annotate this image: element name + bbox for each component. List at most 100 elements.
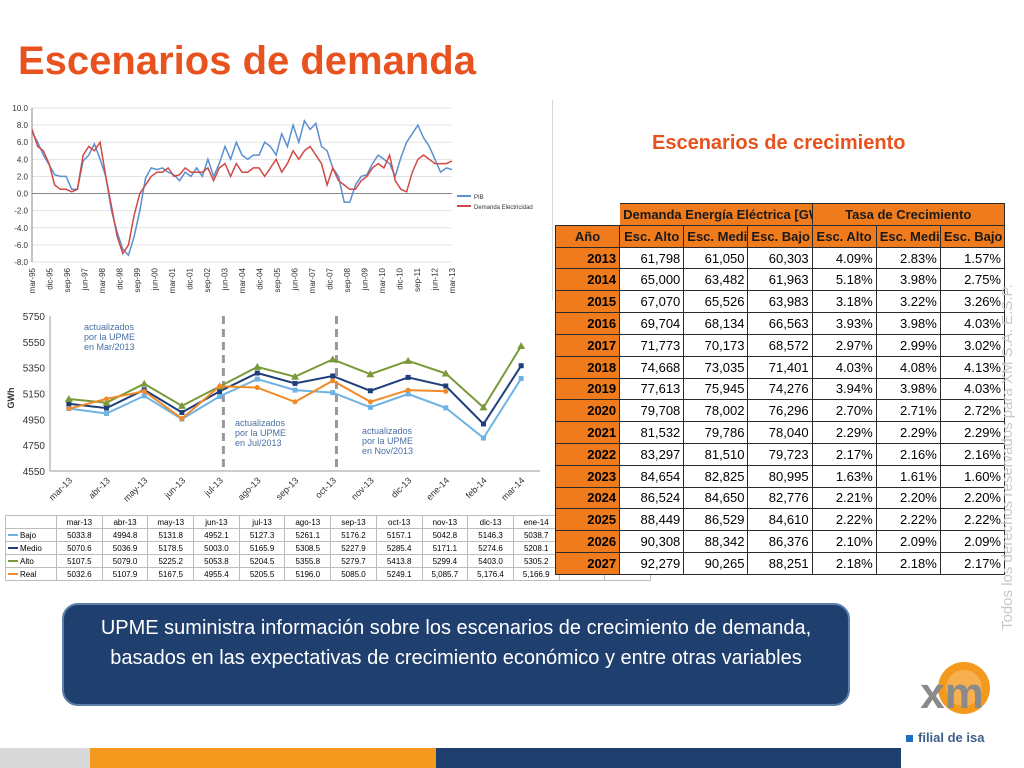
table-cell: 79,723 — [747, 442, 813, 466]
x-tick-label: mar-10 — [378, 267, 387, 293]
table-cell: 76,296 — [747, 399, 813, 423]
annotation-text: por la UPME — [84, 332, 135, 342]
table-cell: 2.18% — [875, 552, 941, 575]
table-row: Medio 5070.6 5036.9 5178.5 5003.0 5165.9 5308.… — [5, 541, 651, 555]
table-cell: 78,002 — [683, 399, 749, 423]
table-cell: 5,166.9 — [512, 567, 560, 581]
table-cell: 90,265 — [683, 552, 749, 575]
x-tick-label: dic-95 — [46, 267, 55, 289]
column-header: Año — [554, 224, 621, 248]
data-point — [367, 388, 373, 394]
table-cell: 5196.0 — [284, 567, 332, 581]
table-cell: 5003.0 — [193, 541, 240, 555]
table-cell: 65,000 — [619, 268, 685, 292]
table-cell: 4.03% — [939, 312, 1006, 335]
table-cell: 60,303 — [747, 246, 813, 270]
x-tick-label: jun-06 — [291, 267, 300, 291]
table-row: 2016 69,704 68,134 66,563 3.93% 3.98% 4.03% — [554, 312, 1006, 335]
table-cell: 5299.4 — [421, 554, 469, 568]
y-tick-label: 6.0 — [17, 138, 29, 147]
table-cell: 3.02% — [939, 333, 1006, 357]
table-cell — [554, 203, 621, 226]
table-cell: 86,529 — [683, 508, 749, 532]
table-cell: 79,786 — [683, 421, 749, 444]
table-row: 2021 81,532 79,786 78,040 2.29% 2.29% 2.29% — [554, 421, 1006, 444]
year-cell: 2015 — [554, 290, 621, 314]
table-cell: 88,251 — [747, 552, 813, 575]
data-point — [140, 379, 149, 387]
group-header: Demanda Energía Eléctrica [GWh / año] — [619, 203, 813, 226]
x-tick-label: sep-13 — [274, 475, 301, 502]
y-tick-label: 4550 — [23, 467, 46, 478]
table-cell: 66,563 — [747, 312, 813, 335]
x-tick-label: sep-11 — [413, 267, 422, 291]
column-header: Esc. Bajo — [747, 224, 813, 248]
table-cell: 5053.8 — [193, 554, 240, 568]
annotation-text: actualizados — [235, 418, 286, 428]
xm-logo: xm — [920, 662, 990, 718]
y-tick-label: 8.0 — [17, 121, 29, 130]
x-tick-label: mar-14 — [499, 475, 526, 502]
table-cell: 78,040 — [747, 421, 813, 444]
data-point — [443, 405, 449, 411]
data-point — [443, 388, 449, 394]
logo-text: xm — [920, 669, 984, 718]
table-cell: 5070.6 — [56, 541, 103, 555]
table-cell: 88,342 — [683, 530, 749, 553]
y-tick-label: 5750 — [23, 312, 46, 323]
data-point — [443, 383, 449, 389]
series-name: Medio — [20, 543, 42, 553]
year-cell: 2023 — [554, 464, 621, 488]
table-cell: 2.75% — [939, 268, 1006, 292]
table-cell: 5032.6 — [56, 567, 103, 581]
x-tick-label: dic-07 — [326, 267, 335, 289]
table-cell: 2.71% — [875, 399, 941, 423]
data-point — [64, 394, 73, 402]
table-cell: 5165.9 — [238, 541, 286, 555]
series-line-pib — [31, 118, 453, 257]
year-cell: 2019 — [554, 377, 621, 401]
table-cell: 2.97% — [811, 333, 877, 357]
data-point — [179, 416, 185, 422]
table-cell: 84,650 — [683, 486, 749, 510]
data-point — [217, 393, 223, 399]
x-tick-label: may-13 — [121, 475, 149, 503]
data-point — [518, 376, 524, 382]
data-point — [141, 388, 147, 394]
table-header-cell: nov-13 — [421, 515, 469, 529]
table-cell: 5107.5 — [56, 554, 103, 568]
demand-growth-table: Demanda Energía Eléctrica [GWh / año]Tas… — [554, 203, 1006, 575]
data-point — [104, 405, 110, 411]
divider — [552, 100, 553, 300]
table-cell: 2.22% — [939, 508, 1006, 532]
data-point — [479, 403, 488, 411]
column-header: Esc. Bajo — [939, 224, 1006, 248]
data-point — [366, 370, 375, 378]
year-cell: 2026 — [554, 530, 621, 553]
pib-demand-chart: 10.08.06.04.02.00.0-2.0-4.0-6.0-8.0mar-9… — [12, 104, 532, 293]
table-cell: 69,704 — [619, 312, 685, 335]
table-cell: 2.29% — [939, 421, 1006, 444]
demand-table-wrapper: Demanda Energía Eléctrica [GWh / año]Tas… — [554, 203, 1006, 575]
group-header: Tasa de Crecimiento — [811, 203, 1006, 226]
table-cell: 5249.1 — [375, 567, 423, 581]
table-cell: 61,050 — [683, 246, 749, 270]
y-tick-label: -8.0 — [14, 258, 28, 267]
data-point — [441, 369, 450, 377]
data-point — [292, 399, 298, 405]
table-row: 2027 92,279 90,265 88,251 2.18% 2.18% 2.17% — [554, 552, 1006, 575]
x-tick-label: jun-03 — [221, 267, 230, 291]
annotation-text: en Nov/2013 — [362, 446, 413, 456]
data-point — [253, 362, 262, 370]
x-tick-label: dic-13 — [389, 475, 413, 499]
y-tick-label: 5350 — [23, 364, 46, 375]
table-cell: 5279.7 — [330, 554, 377, 568]
table-cell: 5413.8 — [375, 554, 423, 568]
x-tick-label: jul-13 — [202, 475, 225, 498]
table-cell: 5208.1 — [512, 541, 560, 555]
data-point — [405, 374, 411, 380]
x-tick-label: mar-01 — [168, 267, 177, 293]
series-swatch — [8, 573, 18, 576]
data-point — [367, 399, 373, 405]
